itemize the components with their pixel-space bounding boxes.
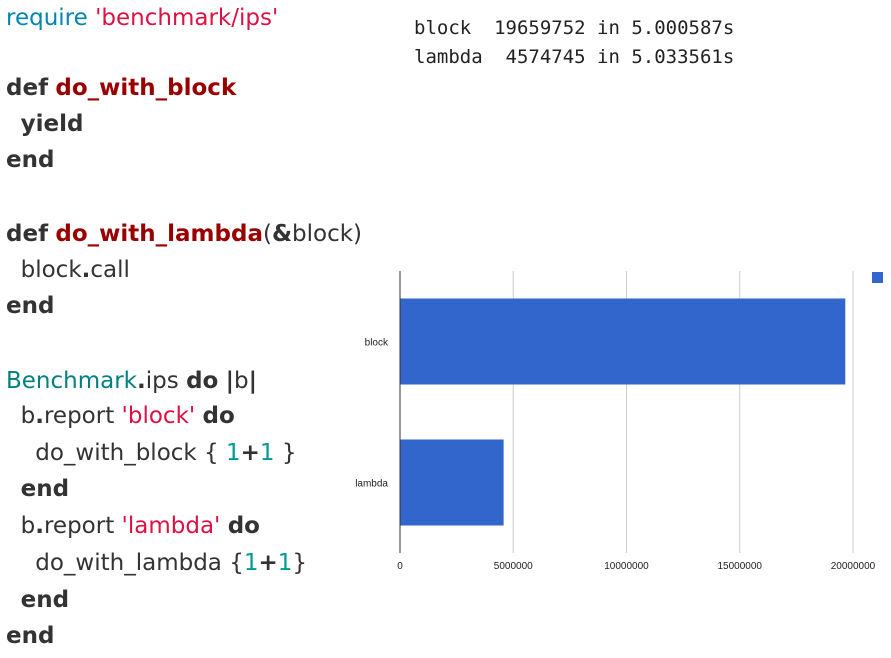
code-token: 1 [226,440,241,466]
code-token: end [20,587,70,613]
code-token: report [43,403,122,429]
benchmark-output: block 19659752 in 5.000587s lambda 45747… [414,14,734,72]
code-token: end [6,623,55,649]
code-line: Benchmark.ips do |b| [6,366,257,396]
code-token: block [6,257,82,283]
code-token: 1 [259,440,275,466]
x-tick-label: 20000000 [831,561,876,572]
code-token: 'block' [121,403,196,429]
code-token: b [234,368,249,394]
code-token: & [271,221,293,247]
code-token: | [248,368,258,394]
code-token: ips [145,368,187,394]
code-token: def [6,75,49,101]
output-line-block: block 19659752 in 5.000587s [414,17,735,39]
code-token: block) [292,221,363,247]
code-token: 'benchmark/ips' [95,5,279,31]
code-token: do_with_block [55,75,237,101]
code-token: do [227,513,260,539]
bar-block [400,298,846,385]
code-line: do_with_lambda {1+1} [6,548,307,578]
code-line: end [6,474,69,504]
code-line: end [6,621,54,651]
code-token: do_with_block { [6,440,226,466]
code-line: b.report 'block' do [6,401,235,431]
code-line: block.call [6,255,130,285]
code-token: } [274,440,297,466]
code-token: do [186,368,219,394]
code-token: require [6,5,88,31]
x-tick-label: 15000000 [718,561,763,572]
code-token: end [6,293,55,319]
code-token: + [258,550,278,576]
code-token: yield [20,111,84,137]
code-token: | [225,368,235,394]
legend-swatch [872,272,883,283]
category-label-block: block [365,338,389,349]
code-token: do_with_lambda { [6,550,244,576]
code-token: Benchmark [6,368,138,394]
code-line: def do_with_block [6,73,236,103]
code-token: 1 [243,550,259,576]
code-line: yield [6,109,84,139]
code-token: b [6,513,36,539]
x-tick-label: 0 [397,561,403,572]
code-line: end [6,291,54,321]
code-token: end [20,476,70,502]
code-line: b.report 'lambda' do [6,511,260,541]
category-label-lambda: lambda [355,479,388,490]
code-token: . [81,257,91,283]
code-token: } [292,550,308,576]
code-token: 'lambda' [121,513,221,539]
code-token: . [35,513,44,539]
code-token: ( [262,221,272,247]
x-tick-label: 5000000 [494,561,533,572]
code-token: do [202,403,235,429]
bar-lambda [400,439,504,526]
code-token: b [6,403,36,429]
code-token: def [6,221,49,247]
code-line: end [6,585,69,615]
code-token: . [35,403,44,429]
output-line-lambda: lambda 4574745 in 5.033561s [414,46,735,68]
code-line: do_with_block { 1+1 } [6,438,297,468]
code-line: end [6,145,54,175]
x-tick-label: 10000000 [604,561,649,572]
code-token: report [43,513,122,539]
code-token: . [137,368,146,394]
code-token: call [90,257,130,283]
code-token: do_with_lambda [55,221,263,247]
code-token: 1 [277,550,293,576]
code-token: + [240,440,260,466]
code-line: require 'benchmark/ips' [6,3,278,33]
code-token: end [6,147,55,173]
code-line: def do_with_lambda(&block) [6,219,362,249]
